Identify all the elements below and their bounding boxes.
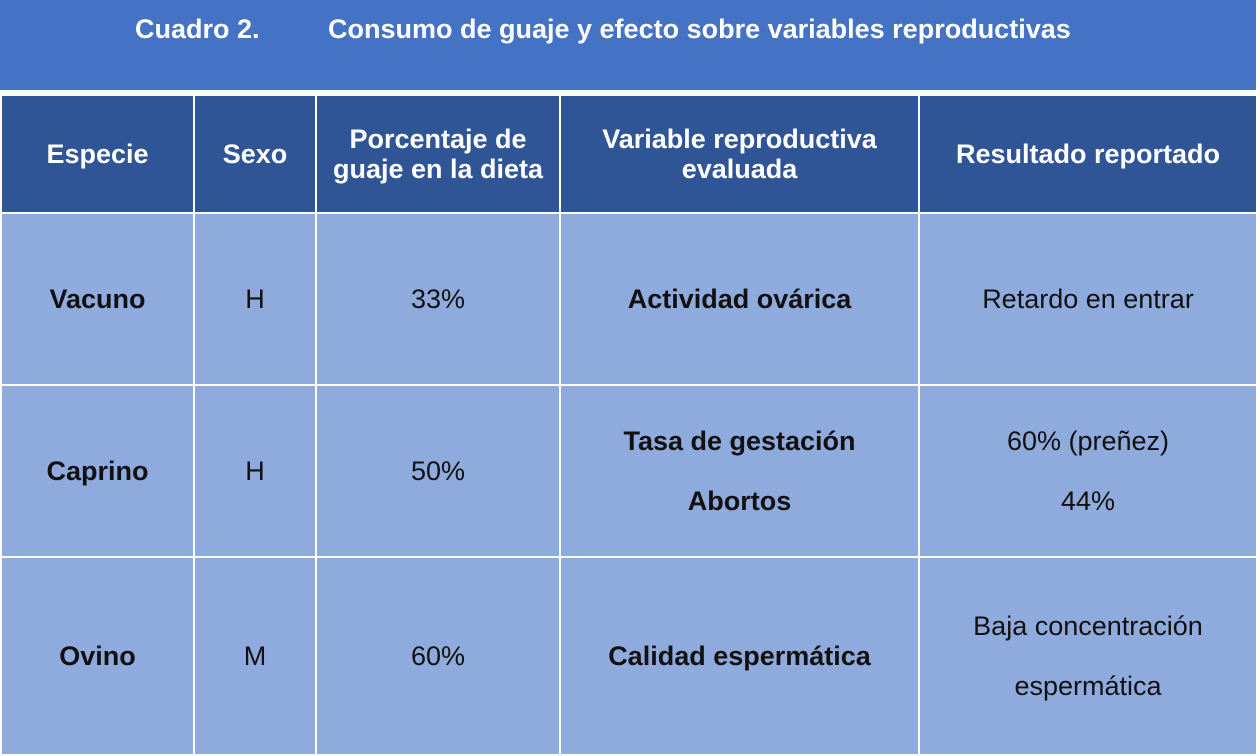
cell-porcentaje: 60% bbox=[315, 556, 561, 756]
cell-sexo: M bbox=[193, 556, 317, 756]
cell-porcentaje: 50% bbox=[315, 384, 561, 558]
cell-resultado: Retardo en entrar bbox=[918, 212, 1258, 386]
variable-line: Abortos bbox=[687, 486, 792, 516]
cell-especie: Vacuno bbox=[0, 212, 195, 386]
header-resultado: Resultado reportado bbox=[918, 94, 1258, 214]
cell-especie: Ovino bbox=[0, 556, 195, 756]
variable-line: Tasa de gestación bbox=[623, 426, 856, 456]
cell-resultado: Baja concentración espermática bbox=[918, 556, 1258, 756]
table-caption: Cuadro 2. Consumo de guaje y efecto sobr… bbox=[0, 0, 1256, 90]
cell-sexo: H bbox=[193, 212, 317, 386]
caption-title: Consumo de guaje y efecto sobre variable… bbox=[328, 14, 1071, 44]
variable-line: Calidad espermática bbox=[608, 641, 871, 671]
resultado-line: 60% (preñez) bbox=[1006, 426, 1170, 456]
caption-number: Cuadro 2. bbox=[135, 14, 260, 44]
table-row: Vacuno H 33% Actividad ovárica Retardo e… bbox=[0, 212, 1258, 386]
cell-sexo: H bbox=[193, 384, 317, 558]
cell-variable: Actividad ovárica bbox=[559, 212, 920, 386]
data-table: Especie Sexo Porcentaje de guaje en la d… bbox=[0, 94, 1258, 756]
cell-resultado: 60% (preñez) 44% bbox=[918, 384, 1258, 558]
header-variable: Variable reproductiva evaluada bbox=[559, 94, 920, 214]
header-porcentaje: Porcentaje de guaje en la dieta bbox=[315, 94, 561, 214]
resultado-line: Baja concentración espermática bbox=[973, 611, 1203, 701]
cell-variable: Calidad espermática bbox=[559, 556, 920, 756]
header-row: Especie Sexo Porcentaje de guaje en la d… bbox=[0, 94, 1258, 214]
cell-porcentaje: 33% bbox=[315, 212, 561, 386]
header-sexo: Sexo bbox=[193, 94, 317, 214]
table-row: Ovino M 60% Calidad espermática Baja con… bbox=[0, 556, 1258, 756]
resultado-line: Retardo en entrar bbox=[982, 284, 1194, 314]
header-especie: Especie bbox=[0, 94, 195, 214]
cell-variable: Tasa de gestación Abortos bbox=[559, 384, 920, 558]
resultado-line: 44% bbox=[1060, 486, 1116, 516]
cell-especie: Caprino bbox=[0, 384, 195, 558]
variable-line: Actividad ovárica bbox=[627, 284, 852, 314]
table-row: Caprino H 50% Tasa de gestación Abortos … bbox=[0, 384, 1258, 558]
